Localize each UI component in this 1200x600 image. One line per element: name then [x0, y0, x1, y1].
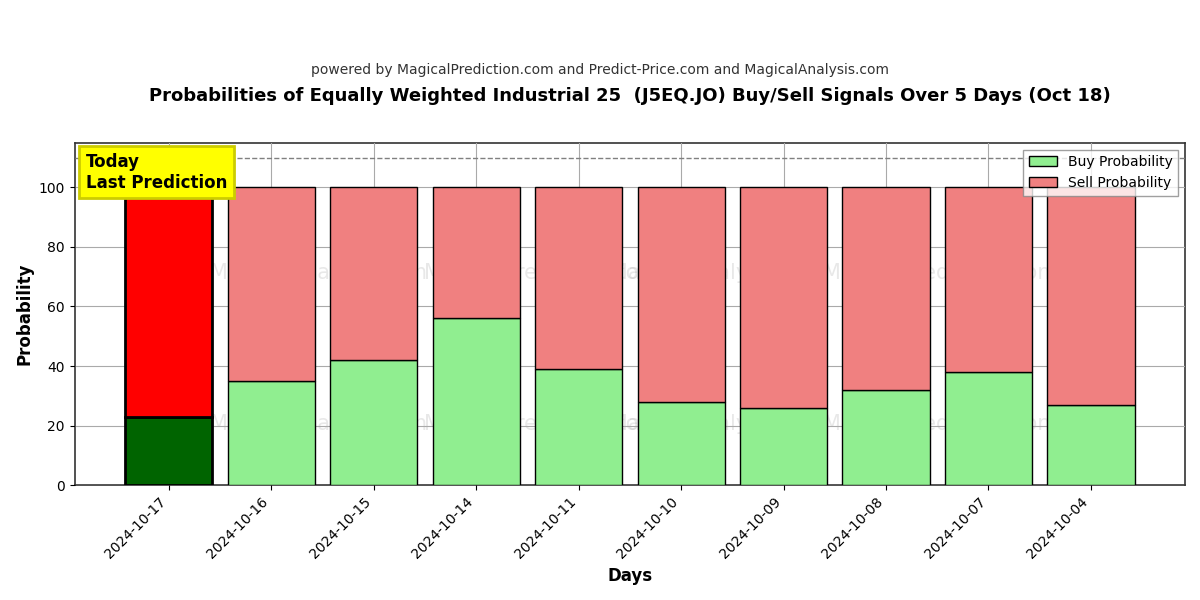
Bar: [637, 402, 725, 485]
X-axis label: Days: Days: [607, 567, 653, 585]
Text: MagicalAnalysis.com: MagicalAnalysis.com: [610, 413, 827, 434]
Text: MagicalAnalysis.com: MagicalAnalysis.com: [610, 263, 827, 283]
Bar: [432, 187, 520, 319]
Bar: [740, 187, 827, 408]
Text: MagicalPrediction.com: MagicalPrediction.com: [823, 413, 1058, 434]
Bar: [535, 187, 622, 369]
Bar: [228, 381, 314, 485]
Bar: [535, 369, 622, 485]
Text: MagicalAnalysis.com: MagicalAnalysis.com: [210, 263, 427, 283]
Bar: [1048, 187, 1134, 405]
Text: Today
Last Prediction: Today Last Prediction: [85, 153, 227, 192]
Bar: [842, 390, 930, 485]
Bar: [330, 360, 418, 485]
Text: MagicalPrediction.com: MagicalPrediction.com: [424, 413, 659, 434]
Y-axis label: Probability: Probability: [16, 263, 34, 365]
Legend: Buy Probability, Sell Probability: Buy Probability, Sell Probability: [1024, 149, 1178, 196]
Bar: [228, 187, 314, 381]
Bar: [842, 187, 930, 390]
Bar: [944, 187, 1032, 372]
Bar: [125, 187, 212, 416]
Text: MagicalPrediction.com: MagicalPrediction.com: [424, 263, 659, 283]
Bar: [432, 319, 520, 485]
Text: powered by MagicalPrediction.com and Predict-Price.com and MagicalAnalysis.com: powered by MagicalPrediction.com and Pre…: [311, 63, 889, 77]
Bar: [1048, 405, 1134, 485]
Bar: [740, 408, 827, 485]
Bar: [637, 187, 725, 402]
Title: Probabilities of Equally Weighted Industrial 25  (J5EQ.JO) Buy/Sell Signals Over: Probabilities of Equally Weighted Indust…: [149, 87, 1111, 105]
Bar: [330, 187, 418, 360]
Text: MagicalAnalysis.com: MagicalAnalysis.com: [210, 413, 427, 434]
Text: MagicalPrediction.com: MagicalPrediction.com: [823, 263, 1058, 283]
Bar: [125, 416, 212, 485]
Bar: [944, 372, 1032, 485]
